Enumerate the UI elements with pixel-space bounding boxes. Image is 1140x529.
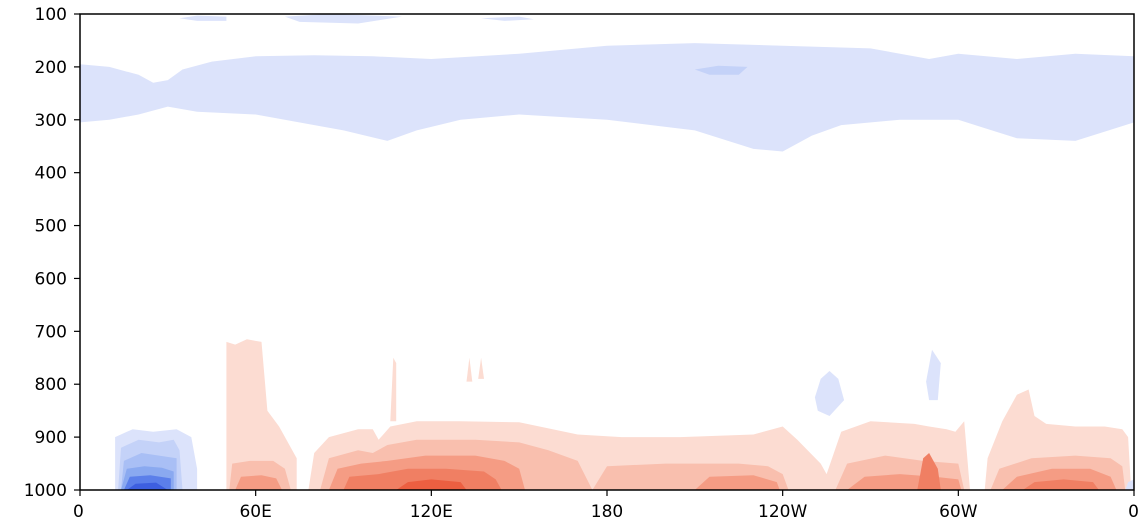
contour-region-neg1-4 bbox=[481, 16, 534, 21]
contour-region-pos1-16 bbox=[390, 357, 397, 422]
contour-region-pos1-17 bbox=[466, 357, 473, 382]
y-tick-label: 900 bbox=[35, 428, 67, 448]
contour-region-pos1-18 bbox=[478, 357, 484, 379]
contour-region-pos3-20 bbox=[235, 475, 282, 490]
y-tick-label: 100 bbox=[35, 5, 67, 25]
contour-region-pos3-26 bbox=[694, 475, 780, 490]
contour-region-pos4-29 bbox=[917, 453, 941, 490]
y-tick-label: 300 bbox=[35, 111, 67, 131]
contour-region-pos4-32 bbox=[1022, 479, 1099, 490]
x-tick-label: 180 bbox=[591, 502, 623, 522]
x-tick-label: 0 bbox=[73, 502, 84, 522]
contour-region-neg1-2 bbox=[179, 15, 227, 21]
y-tick-label: 600 bbox=[35, 269, 67, 289]
x-tick-label: 60W bbox=[939, 502, 978, 522]
contour-region-neg2-1 bbox=[694, 65, 748, 75]
contour-region-neg1-0 bbox=[80, 43, 1134, 152]
y-tick-label: 700 bbox=[35, 322, 67, 342]
x-tick-label: 60E bbox=[239, 502, 271, 522]
contour-region-pos5-24 bbox=[396, 479, 467, 490]
contour-region-neg6-12 bbox=[126, 482, 168, 490]
y-tick-label: 500 bbox=[35, 217, 67, 237]
y-axis: 100 200 300 400 500 600 700 800 900 1000 bbox=[24, 5, 80, 501]
contour-region-pos1-13 bbox=[226, 339, 297, 490]
contour-region-neg1-6 bbox=[926, 349, 941, 401]
y-tick-label: 200 bbox=[35, 58, 67, 78]
x-axis: 0 60E 120E 180 120W 60W 0 bbox=[73, 490, 1139, 522]
y-tick-label: 800 bbox=[35, 375, 67, 395]
contour-region-neg1-33 bbox=[1125, 479, 1134, 490]
y-tick-label: 400 bbox=[35, 164, 67, 184]
x-tick-label: 0 bbox=[1128, 502, 1139, 522]
x-tick-label: 120E bbox=[410, 502, 453, 522]
contour-region-neg1-3 bbox=[284, 14, 403, 24]
y-tick-label: 1000 bbox=[24, 481, 67, 501]
contour-fills bbox=[80, 14, 1134, 490]
x-tick-label: 120W bbox=[758, 502, 807, 522]
contour-region-neg1-5 bbox=[814, 371, 845, 416]
